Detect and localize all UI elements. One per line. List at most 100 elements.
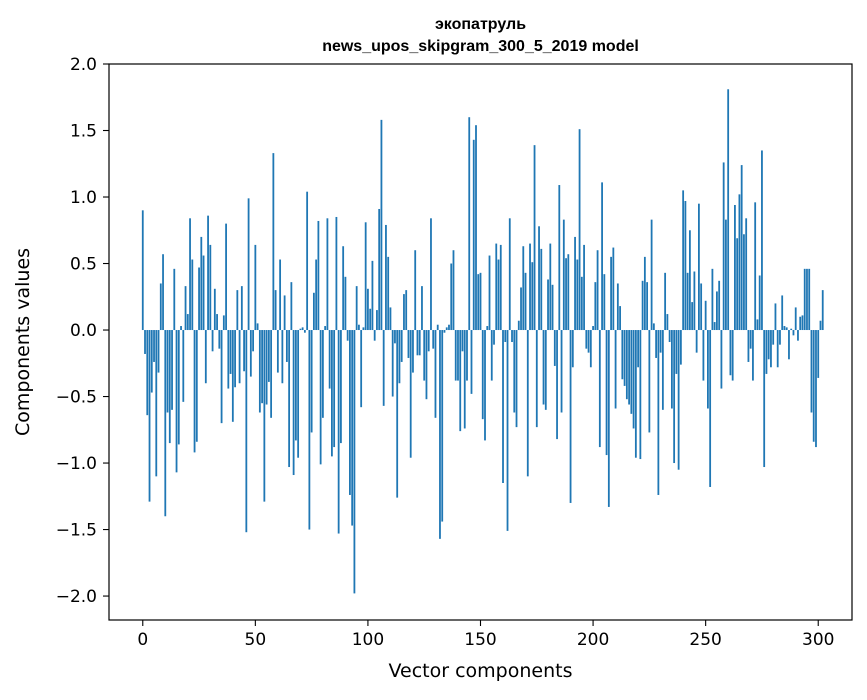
- bar-component-40: [231, 330, 234, 422]
- bar-component-65: [288, 330, 291, 468]
- bar-component-156: [493, 330, 495, 345]
- bar-component-0: [141, 210, 144, 331]
- bar-component-62: [281, 330, 284, 384]
- bar-component-216: [628, 330, 630, 405]
- bar-component-248: [700, 283, 703, 331]
- bar-component-171: [526, 330, 529, 477]
- bar-component-16: [177, 330, 180, 445]
- bar-component-241: [684, 201, 687, 331]
- bar-component-185: [558, 185, 561, 331]
- bar-component-67: [292, 330, 295, 476]
- bar-component-72: [303, 330, 306, 333]
- bar-component-31: [211, 330, 214, 352]
- bar-component-154: [488, 255, 491, 331]
- bar-component-289: [792, 330, 795, 336]
- bar-component-132: [439, 330, 441, 539]
- bar-component-8: [159, 283, 162, 331]
- bar-component-287: [788, 330, 790, 360]
- bar-component-47: [247, 198, 250, 331]
- bar-component-196: [583, 244, 585, 331]
- bar-component-300: [817, 330, 820, 378]
- bar-component-272: [754, 202, 757, 331]
- bar-component-158: [497, 259, 500, 331]
- bar-component-41: [234, 330, 236, 388]
- bar-component-1: [144, 330, 146, 354]
- bar-component-274: [758, 275, 761, 331]
- bar-component-109: [387, 256, 390, 331]
- bar-component-166: [515, 330, 518, 428]
- bar-component-2: [146, 330, 149, 416]
- bar-component-30: [209, 244, 212, 331]
- bar-component-123: [418, 330, 421, 356]
- bar-component-162: [506, 330, 509, 531]
- bar-component-244: [691, 302, 694, 331]
- bar-component-261: [729, 330, 732, 376]
- bar-component-157: [495, 243, 498, 331]
- bar-component-143: [463, 330, 466, 429]
- x-tick-label: 0: [137, 630, 148, 650]
- x-tick-label: 150: [464, 630, 496, 650]
- bar-component-63: [283, 295, 286, 331]
- x-tick-label: 300: [802, 630, 834, 650]
- bar-component-53: [261, 330, 263, 404]
- bar-component-208: [610, 256, 612, 331]
- bar-component-128: [430, 218, 432, 331]
- bar-component-43: [238, 330, 241, 384]
- bar-component-52: [258, 330, 261, 413]
- bar-component-102: [371, 260, 374, 331]
- bar-component-86: [335, 216, 338, 331]
- bar-component-271: [752, 330, 754, 381]
- bar-component-183: [553, 330, 556, 366]
- bar-component-245: [693, 271, 696, 331]
- bar-component-210: [614, 330, 617, 409]
- bar-component-275: [761, 150, 763, 331]
- bar-component-267: [743, 234, 745, 331]
- bar-component-243: [688, 230, 691, 331]
- bar-component-121: [414, 250, 417, 331]
- bar-component-237: [675, 330, 678, 374]
- bar-component-249: [702, 330, 705, 381]
- bar-component-137: [450, 263, 453, 331]
- bar-component-139: [454, 330, 457, 381]
- bar-component-213: [621, 330, 624, 380]
- bar-component-20: [186, 314, 189, 331]
- bar-component-160: [502, 330, 504, 483]
- bar-component-282: [776, 330, 779, 368]
- bar-component-113: [396, 330, 399, 498]
- bar-component-233: [666, 314, 669, 331]
- bar-component-149: [477, 274, 480, 331]
- bar-component-101: [369, 308, 372, 331]
- bar-component-181: [549, 243, 552, 331]
- bar-component-10: [164, 330, 167, 517]
- bar-component-78: [317, 220, 320, 331]
- bar-component-188: [565, 258, 567, 331]
- bar-component-284: [781, 295, 784, 331]
- bar-component-92: [349, 330, 351, 495]
- bar-component-58: [272, 153, 275, 331]
- bar-component-100: [367, 288, 369, 331]
- bar-component-190: [569, 330, 572, 503]
- bar-component-39: [229, 330, 232, 374]
- bar-component-201: [594, 282, 597, 331]
- y-axis-ticks: −2.0 −1.5 −1.0 −0.5 0.0 0.5 1.0 1.5 2.0: [56, 55, 109, 607]
- bar-component-114: [398, 330, 401, 384]
- bar-component-111: [391, 330, 394, 397]
- bar-component-265: [738, 194, 741, 331]
- bar-component-126: [425, 330, 428, 400]
- bar-component-80: [321, 330, 324, 418]
- bar-component-59: [274, 290, 277, 331]
- bar-component-211: [616, 283, 619, 331]
- bar-component-164: [511, 330, 513, 342]
- bar-component-95: [355, 286, 358, 331]
- bar-component-73: [306, 191, 309, 331]
- bar-component-215: [625, 330, 628, 400]
- bar-component-268: [745, 218, 748, 331]
- bar-component-22: [191, 259, 194, 331]
- bar-component-93: [351, 330, 354, 526]
- bar-component-209: [612, 247, 615, 331]
- bar-component-260: [727, 89, 730, 331]
- bar-component-36: [222, 315, 225, 331]
- bar-component-232: [664, 272, 667, 331]
- bar-component-255: [716, 291, 718, 331]
- bar-component-13: [171, 330, 173, 410]
